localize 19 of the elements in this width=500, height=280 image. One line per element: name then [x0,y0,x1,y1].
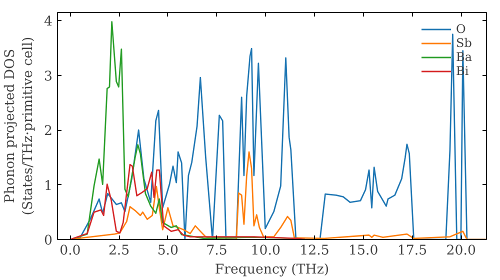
legend-label: O [456,22,467,36]
y-tick-label: 3 [44,69,53,84]
x-tick-label: 10.0 [250,244,280,258]
x-tick-label: 17.5 [397,244,428,258]
y-tick-label: 1 [44,178,53,194]
legend-label: Sb [456,36,473,50]
y-axis-title: Phonon projected DOS (States/THz·primitive cell) [3,36,36,216]
y-tick-label: 2 [44,124,53,140]
x-tick-label: 12.5 [300,244,330,258]
x-tick-label: 2.5 [108,244,130,258]
y-tick-label: 0 [44,234,53,248]
line-series [70,164,306,240]
x-tick-label: 20.0 [446,244,476,258]
x-tick-label: 15.0 [348,244,378,258]
x-tick-label: 7.5 [206,244,228,258]
x-axis-title: Frequency (THz) [214,262,330,278]
x-tick-label: 0.0 [60,244,81,258]
y-tick-label: 4 [44,14,53,30]
x-tick-label: 5.0 [157,244,179,258]
